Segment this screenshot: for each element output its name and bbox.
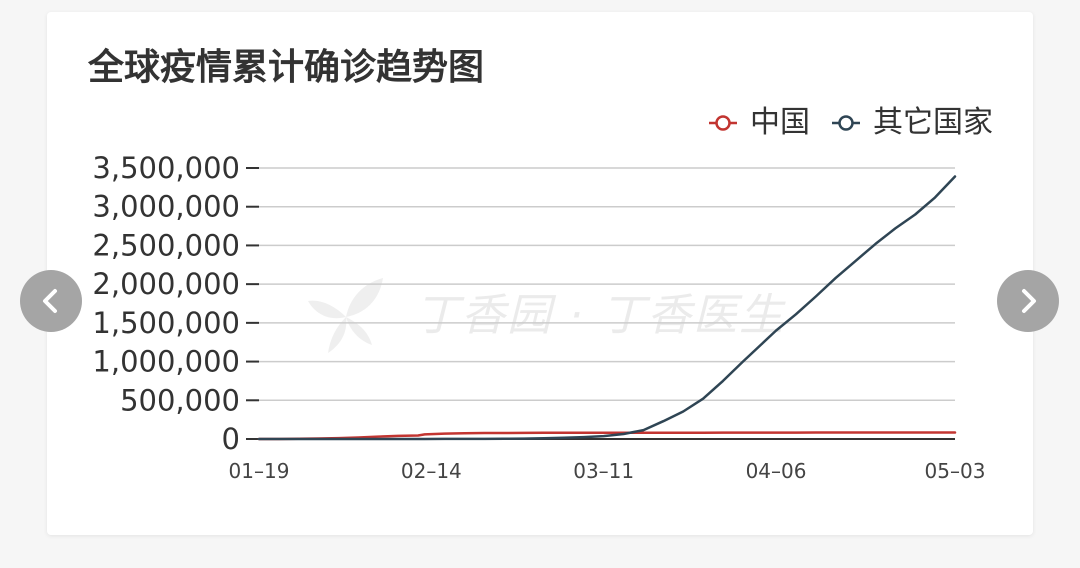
- x-tick-label: 01–19: [229, 459, 290, 483]
- chart-card: [47, 12, 1033, 535]
- y-tick-label: 500,000: [120, 383, 240, 417]
- y-tick-label: 2,000,000: [92, 267, 240, 301]
- series-line-1: [257, 431, 957, 441]
- legend-marker-shape: [832, 115, 860, 131]
- chevron-right-icon[interactable]: [1013, 286, 1043, 316]
- logo-petal: [328, 317, 347, 353]
- series-lines: [257, 175, 957, 441]
- logo-petal: [346, 278, 383, 317]
- chart-legend: 中国 其它国家: [709, 103, 993, 143]
- series-line-2: [257, 175, 957, 441]
- legend-marker-shape: [709, 115, 737, 131]
- y-tick-label: 1,000,000: [92, 345, 240, 379]
- chevron-left-icon[interactable]: [36, 286, 66, 316]
- legend-item-other-countries[interactable]: 其它国家: [832, 103, 993, 143]
- x-axis: 01–19 02–14 03–11 04–06 05–03: [229, 438, 986, 483]
- legend-marker-circle: [838, 115, 854, 131]
- logo-petal: [346, 317, 372, 345]
- y-tick-label: 3,500,000: [92, 151, 240, 185]
- y-tick-label: 3,000,000: [92, 190, 240, 224]
- legend-marker-other-countries: [832, 115, 860, 131]
- flower-logo-icon: [308, 278, 383, 353]
- legend-label-china: 中国: [750, 105, 810, 140]
- y-tick-label: 2,500,000: [92, 228, 240, 262]
- y-tick-label: 0: [222, 422, 240, 456]
- legend-label-other-countries: 其它国家: [873, 105, 993, 140]
- y-axis: 0 500,000 1,000,000 1,500,000 2,000,000 2,500…: [92, 151, 259, 456]
- x-tick-label: 03–11: [573, 459, 634, 483]
- legend-marker-circle: [715, 115, 731, 131]
- x-tick-label: 04–06: [746, 459, 807, 483]
- x-tick-label: 02–14: [401, 459, 462, 483]
- y-tick-label: 1,500,000: [92, 306, 240, 340]
- legend-item-china[interactable]: 中国: [709, 103, 810, 143]
- watermark-text: 丁香园 · 丁香医生: [415, 290, 785, 341]
- watermark: 丁香园 · 丁香医生: [300, 270, 790, 360]
- logo-petal: [308, 300, 346, 319]
- chart-title: 全球疫情累计确诊趋势图: [88, 47, 485, 88]
- carousel-next-button[interactable]: [997, 270, 1059, 332]
- x-tick-label: 05–03: [925, 459, 986, 483]
- grid-lines: [259, 167, 955, 402]
- chevron-stroke: [1022, 289, 1036, 313]
- legend-marker-china: [709, 115, 737, 131]
- chevron-stroke: [43, 289, 57, 313]
- carousel-prev-button[interactable]: [20, 270, 82, 332]
